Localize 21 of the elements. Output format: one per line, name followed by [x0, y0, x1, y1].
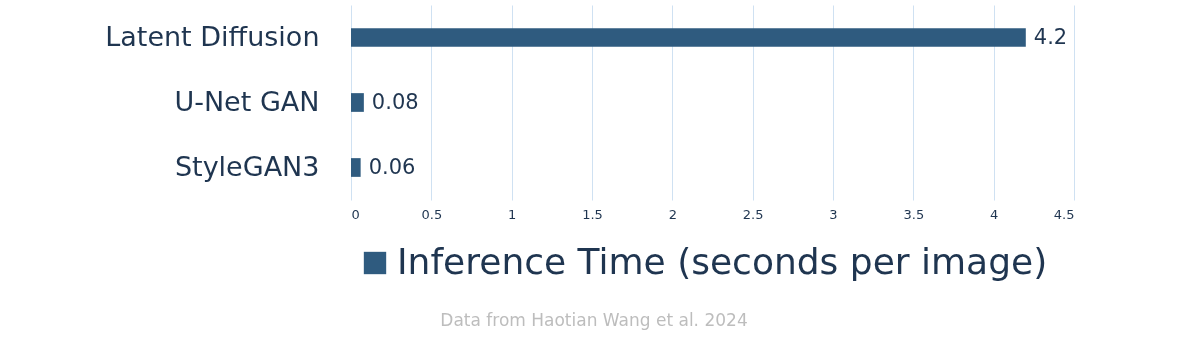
y-tick-label: StyleGAN3 [174, 150, 320, 182]
y-tick-label: Latent Diffusion [105, 20, 320, 52]
text: Data from Haotian Wang et al. 2024 [439, 310, 749, 330]
x-tick-label: 1.5 [582, 206, 603, 222]
data-label: 0.08 [371, 89, 419, 114]
bar [351, 93, 364, 112]
x-tick-label: 2.5 [742, 206, 764, 222]
x-tick-label: 3.5 [903, 206, 925, 222]
x-tick-label: 3 [829, 206, 838, 222]
x-tick-label: 2 [668, 206, 677, 222]
bar [351, 158, 361, 177]
data-label: 4.2 [1033, 24, 1068, 49]
x-tick-label: 4.5 [1053, 206, 1075, 222]
x-tick-label: 0.5 [421, 206, 443, 222]
data-label: 0.06 [368, 154, 416, 179]
x-tick-label: 1 [508, 206, 517, 222]
x-tick-label: 4 [990, 206, 999, 222]
bar [351, 28, 1026, 47]
x-tick-label: 0 [351, 206, 360, 222]
y-tick-label: U-Net GAN [174, 85, 320, 117]
legend-label: Inference Time (seconds per image) [397, 241, 1048, 282]
